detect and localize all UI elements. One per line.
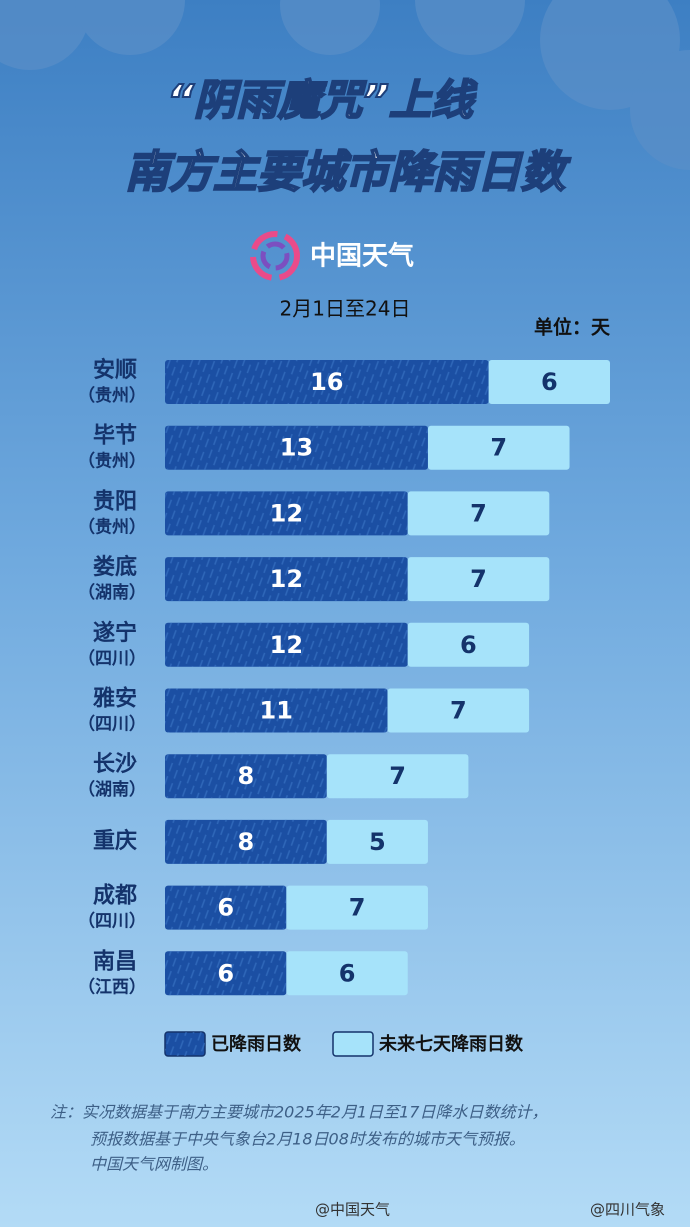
bar-segment <box>326 819 428 864</box>
note: 注：实况数据基于南方主要城市2025年2月1日至17日降水日数统计， <box>50 1103 547 1122</box>
value-label: 12 <box>270 631 303 659</box>
bar-texture <box>165 688 388 733</box>
bar-segment <box>407 557 550 602</box>
bar-texture <box>165 491 408 536</box>
category-region: （湖南） <box>78 582 146 603</box>
category-label: 遂宁 <box>93 620 137 646</box>
value-label: 8 <box>238 828 255 856</box>
value-label: 5 <box>369 828 386 856</box>
value-label: 16 <box>310 368 343 396</box>
category-region: （湖南） <box>78 779 146 800</box>
category-region: （贵州） <box>78 516 146 537</box>
credit: @四川气象 <box>590 1201 665 1219</box>
credit: @中国天气 <box>315 1201 390 1219</box>
bar-segment <box>286 951 408 996</box>
category-region: （贵州） <box>78 451 146 472</box>
category-region: （四川） <box>78 714 146 735</box>
bar-segment <box>286 885 428 930</box>
subtitle: 2月1日至24日 <box>280 297 411 321</box>
bar-texture <box>165 360 489 404</box>
title-line: “阴雨魔咒”上线 <box>167 76 478 125</box>
bar-texture <box>165 425 428 470</box>
bar-segment <box>326 754 469 799</box>
bar-segment <box>407 622 530 667</box>
bar-segment <box>427 425 570 470</box>
logo-icon <box>250 231 300 281</box>
bar-texture <box>165 951 287 996</box>
unit-label: 单位：天 <box>534 316 611 339</box>
category-region: （贵州） <box>78 385 146 406</box>
value-label: 7 <box>450 697 467 725</box>
value-label: 6 <box>460 631 477 659</box>
bar-texture <box>165 885 287 930</box>
legend-texture <box>165 1032 205 1056</box>
logo-text: 中国天气 <box>310 241 414 272</box>
title-line: 南方主要城市降雨日数 <box>125 147 571 198</box>
bar-segment <box>387 688 530 733</box>
legend-swatch <box>332 1031 374 1057</box>
value-label: 11 <box>260 697 293 725</box>
bar-texture <box>165 754 327 799</box>
legend-label: 未来七天降雨日数 <box>379 1033 524 1055</box>
value-label: 7 <box>349 894 366 922</box>
category-region: （江西） <box>78 976 146 997</box>
bar-texture <box>165 557 408 602</box>
category-label: 雅安 <box>93 686 137 712</box>
value-label: 7 <box>470 565 487 593</box>
value-label: 13 <box>280 434 313 462</box>
bar-segment <box>488 360 610 404</box>
bar-texture <box>165 622 408 667</box>
value-label: 7 <box>470 499 487 527</box>
value-label: 8 <box>238 762 255 790</box>
value-label: 12 <box>270 565 303 593</box>
value-label: 12 <box>270 499 303 527</box>
value-label: 6 <box>217 894 234 922</box>
category-label: 娄底 <box>93 554 137 580</box>
category-label: 安顺 <box>93 357 137 383</box>
bar-segment <box>407 491 550 536</box>
category-label: 毕节 <box>93 424 137 449</box>
category-label: 重庆 <box>93 828 137 854</box>
category-label: 贵阳 <box>93 489 137 514</box>
category-label: 成都 <box>93 884 137 909</box>
category-label: 南昌 <box>93 949 137 974</box>
plot: 安顺（贵州） 16 6毕节（贵州） 13 7贵阳（贵州） 12 7娄底（湖南） 12 7遂宁（四… <box>78 357 610 997</box>
value-label: 6 <box>339 959 356 987</box>
value-label: 6 <box>541 368 558 396</box>
note: 预报数据基于中央气象台2月18日08时发布的城市天气预报。 <box>90 1130 525 1149</box>
note: 中国天气网制图。 <box>90 1155 218 1174</box>
category-label: 长沙 <box>93 752 137 777</box>
category-region: （四川） <box>78 911 146 932</box>
legend-label: 已降雨日数 <box>211 1033 302 1055</box>
category-region: （四川） <box>78 648 146 669</box>
clouds <box>0 0 690 170</box>
value-label: 7 <box>490 434 507 462</box>
value-label: 6 <box>217 959 234 987</box>
value-label: 7 <box>389 762 406 790</box>
bar-texture <box>165 819 327 864</box>
legend: 已降雨日数 未来七天降雨日数 <box>164 1031 524 1057</box>
